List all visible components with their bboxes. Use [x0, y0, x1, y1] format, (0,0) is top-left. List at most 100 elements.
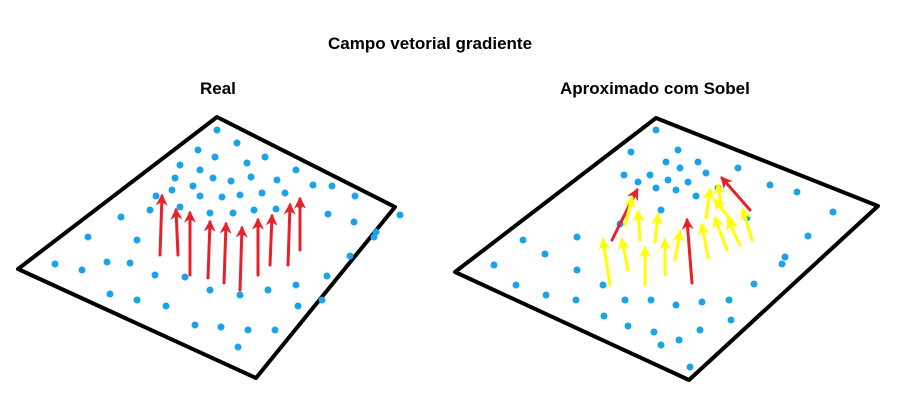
data-dot — [727, 316, 735, 324]
data-dot — [292, 281, 300, 289]
data-dot — [162, 302, 170, 310]
data-dot — [218, 193, 226, 201]
data-dot — [250, 206, 258, 214]
data-dot — [217, 323, 225, 331]
data-dot — [281, 189, 289, 197]
data-dot — [781, 253, 789, 261]
data-dot — [103, 258, 111, 266]
sobel-approx-arrow — [598, 237, 612, 287]
data-dot — [627, 148, 635, 156]
data-dot — [351, 192, 359, 200]
data-dot — [600, 312, 608, 320]
data-dot — [133, 236, 141, 244]
data-dot — [647, 296, 655, 304]
data-dot — [206, 209, 214, 217]
data-dot — [734, 164, 742, 172]
data-dot — [541, 250, 549, 258]
data-dot — [346, 252, 354, 260]
data-dot — [261, 153, 269, 161]
true-gradient-arrow — [720, 176, 752, 212]
gradient-arrow — [155, 193, 168, 257]
data-dot — [264, 286, 272, 294]
arrows-left — [155, 193, 306, 292]
data-dot — [692, 192, 700, 200]
panel-label-real: Real — [200, 79, 236, 98]
data-dot — [657, 206, 665, 214]
data-dot — [672, 301, 680, 309]
sobel-approx-arrow — [650, 212, 663, 244]
data-dot — [676, 164, 684, 172]
data-dot — [490, 261, 498, 269]
data-dot — [196, 166, 204, 174]
data-dot — [396, 211, 404, 219]
data-dot — [324, 210, 332, 218]
data-dot — [84, 233, 92, 241]
data-dot — [227, 177, 235, 185]
data-dot — [323, 272, 331, 280]
data-dot — [621, 296, 629, 304]
data-dot — [176, 161, 184, 169]
data-dot — [512, 281, 520, 289]
gradient-arrow — [283, 202, 296, 267]
gradient-arrow — [170, 207, 183, 257]
arrows-right — [598, 176, 754, 287]
data-dot — [117, 213, 125, 221]
data-dot — [650, 328, 658, 336]
data-dot — [657, 341, 665, 349]
sobel-approx-arrow — [712, 215, 729, 252]
data-dot — [294, 302, 302, 310]
data-dot — [804, 232, 812, 240]
data-dot — [646, 171, 654, 179]
true-gradient-arrow — [681, 217, 694, 285]
data-dot — [189, 182, 197, 190]
data-dot — [542, 291, 550, 299]
sobel-approx-arrow — [702, 187, 715, 220]
sobel-approx-arrow — [713, 182, 726, 212]
data-dot — [624, 322, 632, 330]
gradient-arrow — [203, 219, 216, 280]
sobel-approx-arrow — [713, 198, 737, 227]
data-dot — [684, 178, 692, 186]
data-dot — [126, 259, 134, 267]
data-dot — [51, 260, 59, 268]
data-dot — [292, 166, 300, 174]
data-dot — [702, 169, 710, 177]
data-dot — [674, 146, 682, 154]
data-dot — [634, 178, 642, 186]
data-dot — [694, 158, 702, 166]
data-dot — [78, 266, 86, 274]
data-dot — [209, 174, 217, 182]
data-dot — [152, 192, 160, 200]
sobel-approx-arrow — [617, 237, 630, 272]
gradient-arrow — [235, 225, 248, 292]
data-dot — [151, 271, 159, 279]
gradient-arrow — [219, 221, 232, 285]
data-dot — [519, 236, 527, 244]
data-dot — [829, 208, 837, 216]
data-dot — [664, 176, 672, 184]
data-dot — [662, 158, 670, 166]
data-dot — [675, 336, 683, 344]
data-dot — [233, 139, 241, 147]
data-dot — [229, 209, 237, 217]
data-dot — [244, 326, 252, 334]
sobel-approx-arrow — [697, 222, 710, 260]
data-dot — [572, 296, 580, 304]
data-dot — [168, 186, 176, 194]
data-dot — [573, 266, 581, 274]
data-dot — [272, 205, 280, 213]
data-dot — [309, 181, 317, 189]
data-dot — [273, 176, 281, 184]
data-dot — [328, 182, 336, 190]
data-dot — [686, 363, 694, 371]
data-dot — [766, 181, 774, 189]
data-dot — [652, 184, 660, 192]
data-dot — [247, 173, 255, 181]
data-dot — [236, 191, 244, 199]
data-dot — [191, 321, 199, 329]
data-dot — [750, 280, 758, 288]
figure-title: Campo vetorial gradiente — [327, 34, 533, 53]
data-dot — [243, 159, 251, 167]
sobel-approx-arrow — [632, 209, 645, 242]
